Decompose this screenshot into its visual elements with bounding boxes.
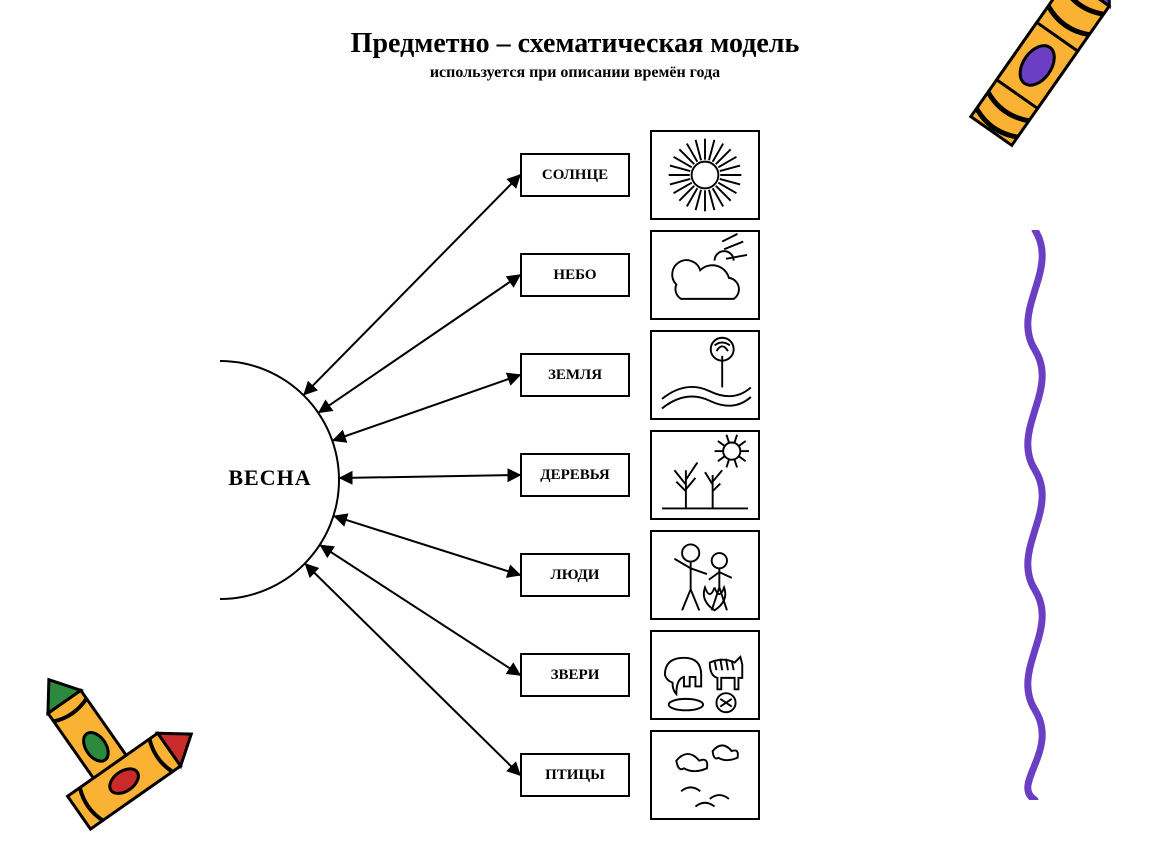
squiggle-decoration (1005, 230, 1065, 800)
picture-box-people (650, 530, 760, 620)
picture-box-sky (650, 230, 760, 320)
crayon-decoration-bottom-left (10, 674, 210, 834)
category-label: ПТИЦЫ (545, 767, 605, 784)
category-box: ЗЕМЛЯ (520, 353, 630, 397)
center-node-label: ВЕСНА (200, 465, 340, 491)
category-box: СОЛНЦЕ (520, 153, 630, 197)
picture-box-animals (650, 630, 760, 720)
category-box: НЕБО (520, 253, 630, 297)
arrow (304, 175, 520, 394)
arrow (333, 375, 520, 440)
picture-box-birds (650, 730, 760, 820)
category-box: ЗВЕРИ (520, 653, 630, 697)
category-label: СОЛНЦЕ (542, 167, 608, 184)
category-label: ДЕРЕВЬЯ (540, 467, 609, 484)
arrow (319, 275, 520, 412)
arrow (306, 564, 520, 775)
arrow (340, 475, 520, 478)
diagram: ВЕСНА СОЛНЦЕ НЕБО ЗЕМЛЯ ДЕРЕВЬЯ (220, 120, 820, 840)
category-label: ЛЮДИ (551, 567, 600, 584)
arrow (321, 545, 520, 675)
arrow (334, 516, 520, 575)
category-box: ПТИЦЫ (520, 753, 630, 797)
category-box: ЛЮДИ (520, 553, 630, 597)
picture-box-sun (650, 130, 760, 220)
category-label: ЗЕМЛЯ (548, 367, 602, 384)
category-label: НЕБО (553, 267, 596, 284)
category-label: ЗВЕРИ (551, 667, 600, 684)
crayon-decoration-top-right (920, 0, 1120, 220)
picture-box-trees (650, 430, 760, 520)
category-box: ДЕРЕВЬЯ (520, 453, 630, 497)
picture-box-earth (650, 330, 760, 420)
